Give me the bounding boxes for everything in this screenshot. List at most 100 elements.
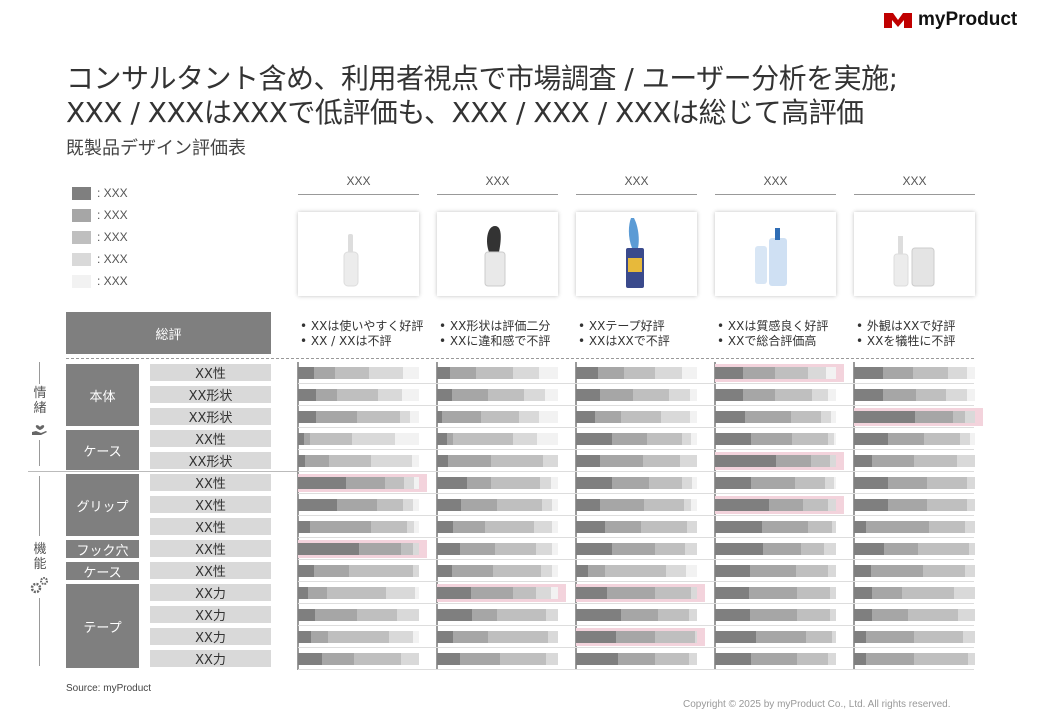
rating-segment bbox=[352, 433, 395, 445]
rating-segment bbox=[446, 433, 453, 445]
row-line bbox=[298, 647, 974, 648]
rating-segment bbox=[854, 499, 888, 511]
rating-segment bbox=[620, 609, 659, 621]
rating-segment bbox=[298, 565, 314, 577]
hand-heart-icon bbox=[32, 425, 47, 435]
rating-segment bbox=[854, 631, 867, 643]
rating-segment bbox=[615, 631, 655, 643]
rating-segment bbox=[551, 499, 558, 511]
rating-segment bbox=[692, 477, 697, 489]
rating-bar bbox=[576, 609, 697, 621]
rating-segment bbox=[437, 653, 460, 665]
rating-segment bbox=[437, 631, 453, 643]
copyright: Copyright © 2025 by myProduct Co., Ltd. … bbox=[683, 699, 951, 710]
rating-segment bbox=[756, 631, 806, 643]
rating-segment bbox=[298, 521, 311, 533]
rating-segment bbox=[690, 433, 697, 445]
product-comment: • XXは使いやすく好評 bbox=[300, 319, 424, 333]
rating-segment bbox=[742, 367, 776, 379]
rating-segment bbox=[647, 433, 683, 445]
rating-segment bbox=[665, 565, 687, 577]
rating-bar bbox=[298, 543, 419, 555]
rating-segment bbox=[748, 587, 798, 599]
rating-segment bbox=[412, 499, 419, 511]
rating-segment bbox=[437, 455, 448, 467]
rating-segment bbox=[328, 631, 389, 643]
rating-segment bbox=[968, 543, 975, 555]
criterion-label: XX性 bbox=[150, 430, 271, 448]
rating-segment bbox=[499, 653, 546, 665]
rating-segment bbox=[298, 499, 337, 511]
rating-segment bbox=[311, 631, 329, 643]
rating-segment bbox=[539, 477, 551, 489]
rating-segment bbox=[487, 389, 525, 401]
rating-segment bbox=[967, 653, 975, 665]
rating-segment bbox=[794, 477, 826, 489]
rating-segment bbox=[854, 521, 867, 533]
rating-bar bbox=[437, 653, 558, 665]
rating-segment bbox=[926, 477, 967, 489]
column-separator bbox=[714, 362, 716, 670]
product-header: XXX bbox=[715, 174, 836, 195]
rating-segment bbox=[369, 367, 404, 379]
group-label: ケース bbox=[66, 562, 139, 581]
rating-segment bbox=[298, 411, 317, 423]
rating-segment bbox=[808, 521, 833, 533]
rating-bar bbox=[854, 433, 975, 445]
rating-segment bbox=[854, 455, 873, 467]
rating-segment bbox=[660, 411, 690, 423]
rating-segment bbox=[750, 565, 797, 577]
rating-segment bbox=[336, 499, 377, 511]
rating-segment bbox=[811, 389, 828, 401]
rating-segment bbox=[298, 433, 305, 445]
rating-segment bbox=[329, 455, 371, 467]
rating-bar bbox=[298, 477, 419, 489]
rating-segment bbox=[796, 565, 828, 577]
rating-segment bbox=[887, 499, 927, 511]
legend-swatch bbox=[72, 252, 91, 266]
rating-segment bbox=[451, 565, 493, 577]
rating-bar bbox=[298, 631, 419, 643]
rating-bar bbox=[854, 631, 975, 643]
rating-segment bbox=[775, 389, 812, 401]
legend-label: : XXX bbox=[97, 230, 128, 244]
group-label: ケース bbox=[66, 430, 139, 470]
rating-segment bbox=[497, 499, 543, 511]
column-separator bbox=[436, 362, 438, 670]
rating-segment bbox=[866, 653, 915, 665]
rating-bar bbox=[298, 411, 419, 423]
rating-segment bbox=[576, 367, 598, 379]
product-comment: • XXで総合評価高 bbox=[717, 334, 817, 348]
rating-segment bbox=[687, 521, 697, 533]
rating-bar bbox=[715, 543, 836, 555]
rating-segment bbox=[437, 543, 460, 555]
rating-segment bbox=[459, 543, 496, 555]
rating-segment bbox=[346, 477, 386, 489]
product-header: XXX bbox=[437, 174, 558, 195]
legend-swatch bbox=[72, 230, 91, 244]
rating-bar bbox=[576, 653, 697, 665]
legend-swatch bbox=[72, 186, 91, 200]
rating-bar bbox=[437, 631, 558, 643]
rating-bar bbox=[437, 609, 558, 621]
rating-segment bbox=[576, 631, 616, 643]
rating-bar bbox=[576, 477, 697, 489]
rating-segment bbox=[298, 587, 308, 599]
rating-segment bbox=[833, 433, 836, 445]
rating-segment bbox=[542, 499, 552, 511]
criterion-label: XX性 bbox=[150, 562, 271, 580]
rating-segment bbox=[600, 499, 644, 511]
brand-logo: myProduct bbox=[884, 9, 1017, 31]
page-title: コンサルタント含め、利用者視点で市場調査 / ユーザー分析を実施; XXX / … bbox=[66, 62, 898, 130]
rating-segment bbox=[654, 543, 685, 555]
rating-segment bbox=[918, 543, 969, 555]
rating-segment bbox=[576, 565, 589, 577]
product-image bbox=[715, 212, 836, 296]
rating-segment bbox=[541, 565, 552, 577]
rating-segment bbox=[825, 477, 834, 489]
rating-segment bbox=[588, 565, 606, 577]
rating-segment bbox=[415, 587, 419, 599]
group-label: グリップ bbox=[66, 474, 139, 536]
blue-lint-roller-icon bbox=[626, 218, 644, 288]
rating-segment bbox=[576, 653, 619, 665]
